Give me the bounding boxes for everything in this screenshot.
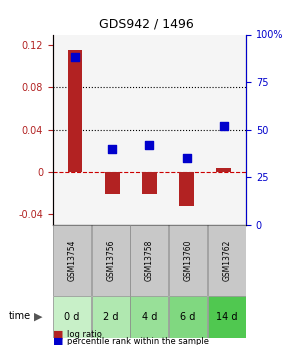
Point [110,146,115,151]
Text: GDS942 / 1496: GDS942 / 1496 [99,18,194,31]
FancyBboxPatch shape [208,296,246,338]
Point [73,55,77,60]
FancyBboxPatch shape [130,296,168,338]
Text: time: time [9,311,31,321]
Text: GSM13754: GSM13754 [68,240,76,282]
Bar [179,172,194,206]
Point [147,142,152,148]
Text: ■: ■ [53,337,63,345]
Bar [105,172,120,194]
Text: 6 d: 6 d [180,312,196,322]
Text: 4 d: 4 d [142,312,157,322]
Point [222,123,226,129]
Text: ▶: ▶ [34,312,42,321]
FancyBboxPatch shape [53,225,91,296]
FancyBboxPatch shape [92,225,130,296]
Text: GSM13760: GSM13760 [184,240,193,282]
FancyBboxPatch shape [169,225,207,296]
FancyBboxPatch shape [169,296,207,338]
Text: percentile rank within the sample: percentile rank within the sample [67,337,209,345]
Bar [216,168,231,172]
Text: GSM13758: GSM13758 [145,240,154,282]
Text: GSM13756: GSM13756 [106,240,115,282]
Text: GSM13762: GSM13762 [222,240,231,282]
FancyBboxPatch shape [53,296,91,338]
Text: 0 d: 0 d [64,312,80,322]
Text: log ratio: log ratio [67,330,102,339]
Point [184,156,189,161]
Bar [142,172,157,194]
Bar [68,50,83,172]
FancyBboxPatch shape [92,296,130,338]
Text: 2 d: 2 d [103,312,118,322]
Text: 14 d: 14 d [216,312,238,322]
FancyBboxPatch shape [208,225,246,296]
FancyBboxPatch shape [130,225,168,296]
Text: ■: ■ [53,330,63,339]
